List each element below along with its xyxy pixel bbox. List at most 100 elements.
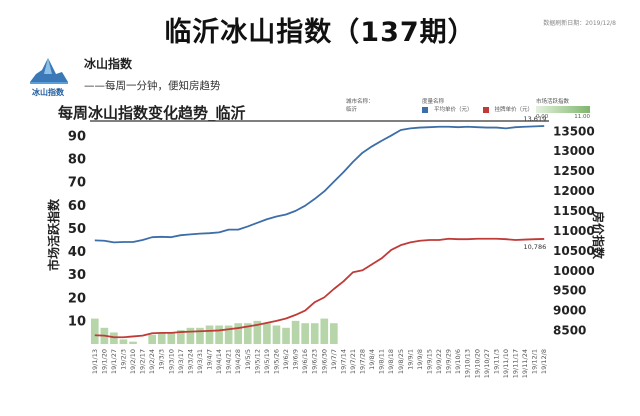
y-right-tick-label: 13500 xyxy=(553,124,595,138)
activity-bar xyxy=(320,318,329,344)
x-tick-label: 19/5/26 xyxy=(272,349,280,374)
x-tick-label: 19/6/2 xyxy=(282,349,290,370)
x-tick-label: 19/8/25 xyxy=(397,349,405,374)
y-left-tick-label: 20 xyxy=(68,291,86,306)
y-right-axis-label: 房价指数 xyxy=(591,211,606,260)
activity-bar xyxy=(272,325,281,344)
activity-gradient xyxy=(536,106,590,113)
x-tick-label: 19/4/28 xyxy=(234,349,242,374)
x-tick-label: 19/11/10 xyxy=(502,349,510,378)
x-tick-label: 19/7/21 xyxy=(349,349,357,374)
x-tick-label: 19/4/21 xyxy=(225,349,233,374)
activity-bar xyxy=(177,330,185,345)
legend-list: 挂牌单价（元） xyxy=(494,107,534,113)
activity-bar xyxy=(186,327,195,344)
x-tick-label: 19/10/27 xyxy=(483,349,491,378)
series-end-label: 10,786 xyxy=(523,243,546,251)
y-right-tick-label: 9500 xyxy=(553,284,586,298)
x-tick-label: 19/8/11 xyxy=(378,349,386,374)
x-tick-label: 19/2/24 xyxy=(148,349,156,374)
x-tick-label: 19/6/30 xyxy=(320,349,328,374)
legend-avg: 平均单价（元） xyxy=(434,107,473,113)
x-tick-label: 19/9/1 xyxy=(406,349,414,370)
y-left-tick-label: 60 xyxy=(68,199,86,214)
city-label: 城市名称： xyxy=(346,99,374,105)
activity-bar xyxy=(224,325,233,344)
activity-bar xyxy=(253,320,262,345)
page-title: 临沂冰山指数（137期） xyxy=(164,17,476,48)
listing-price-line xyxy=(94,237,545,339)
y-left-tick-label: 50 xyxy=(68,222,86,237)
activity-label: 市场活跃指数 xyxy=(536,99,570,105)
activity-bar xyxy=(291,320,300,345)
brand-name: 冰山指数 xyxy=(84,57,133,71)
y-left-tick-label: 40 xyxy=(68,245,86,260)
activity-bar xyxy=(196,327,204,344)
y-left-tick-label: 80 xyxy=(68,153,86,168)
logo-text: 冰山指数 xyxy=(32,87,65,97)
activity-bar xyxy=(119,339,128,345)
y-right-tick-label: 9000 xyxy=(553,304,586,318)
slogan: ——每周一分钟，便知房趋势 xyxy=(84,80,221,92)
x-tick-label: 19/3/31 xyxy=(196,349,204,374)
legend-swatch-list xyxy=(482,107,489,113)
activity-bar xyxy=(234,323,243,344)
activity-bar xyxy=(215,325,223,344)
legend-swatch-avg xyxy=(422,107,428,113)
y-right-tick-label: 8500 xyxy=(553,324,586,338)
x-tick-label: 19/9/15 xyxy=(425,349,433,374)
x-tick-label: 19/6/16 xyxy=(301,349,309,374)
city-filter[interactable]: 城市名称： 临沂 xyxy=(346,98,374,114)
x-tick-label: 19/1/13 xyxy=(91,349,99,374)
update-date: 数据刷新日期：2019/12/8 xyxy=(543,20,616,27)
activity-bar xyxy=(330,323,338,344)
x-tick-label: 19/6/9 xyxy=(292,349,300,370)
x-tick-label: 19/11/3 xyxy=(492,349,500,374)
activity-min: 0.00 xyxy=(536,114,549,120)
x-tick-label: 19/3/3 xyxy=(158,349,166,370)
activity-bar xyxy=(243,323,252,344)
activity-bar xyxy=(310,323,319,344)
activity-bar xyxy=(90,318,99,344)
x-tick-label: 19/4/14 xyxy=(215,349,223,374)
x-tick-label: 19/6/23 xyxy=(311,349,319,374)
x-tick-label: 19/5/12 xyxy=(253,349,261,374)
series-end-label: 13,619 xyxy=(523,115,546,123)
x-tick-label: 19/2/17 xyxy=(139,349,147,374)
x-tick-label: 19/10/6 xyxy=(454,349,462,374)
x-tick-label: 19/1/27 xyxy=(110,349,118,374)
y-right-tick-label: 12000 xyxy=(553,184,595,198)
activity-bar xyxy=(263,323,271,344)
activity-bar xyxy=(167,332,176,344)
x-tick-label: 19/2/10 xyxy=(129,349,137,374)
x-tick-label: 19/10/20 xyxy=(473,349,481,378)
y-right-tick-label: 12500 xyxy=(553,164,595,178)
x-tick-label: 19/12/8 xyxy=(540,349,548,374)
iceberg-logo: 冰山指数 xyxy=(30,58,68,97)
x-tick-label: 19/4/7 xyxy=(206,349,214,370)
activity-bar xyxy=(148,334,156,344)
y-left-tick-label: 70 xyxy=(68,176,86,191)
activity-legend: 市场活跃指数 0.00 11.00 xyxy=(536,98,590,121)
chart-title: 每周冰山指数变化趋势_临沂 xyxy=(58,104,246,122)
y-left-tick-label: 30 xyxy=(68,268,86,283)
x-tick-label: 19/11/24 xyxy=(521,349,529,378)
x-tick-label: 19/9/8 xyxy=(416,349,424,370)
activity-bar xyxy=(157,332,166,344)
x-tick-label: 19/5/19 xyxy=(263,349,271,374)
activity-bar xyxy=(110,332,118,344)
x-tick-label: 19/7/7 xyxy=(330,349,338,370)
y-left-tick-label: 90 xyxy=(68,129,86,144)
metric-label: 度量名称 xyxy=(422,99,445,105)
avg-price-line xyxy=(94,125,545,244)
activity-bar xyxy=(301,323,309,344)
y-right-tick-label: 11500 xyxy=(553,204,595,218)
metric-legend: 度量名称 平均单价（元） 挂牌单价（元） xyxy=(422,98,533,114)
x-tick-label: 19/8/18 xyxy=(387,349,395,374)
y-left-tick-label: 10 xyxy=(68,314,86,329)
x-tick-label: 19/1/20 xyxy=(100,349,108,374)
y-left-axis-label: 市场活跃指数 xyxy=(46,198,61,271)
x-tick-label: 19/9/22 xyxy=(435,349,443,374)
x-tick-label: 19/7/28 xyxy=(359,349,367,374)
